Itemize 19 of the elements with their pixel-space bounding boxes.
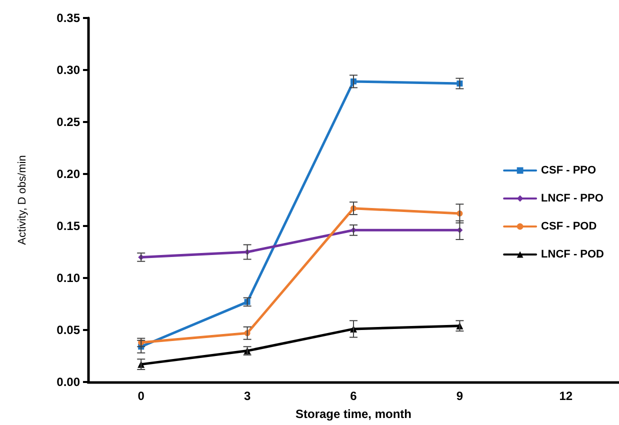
legend-label: LNCF - PPO [541,192,604,204]
x-tick-label: 6 [350,389,358,403]
y-tick-label: 0.05 [56,323,80,337]
x-tick-label: 3 [244,389,251,403]
y-tick-label: 0.35 [56,11,80,25]
legend-label: LNCF - POD [541,248,604,260]
legend-label: CSF - POD [541,220,597,232]
x-tick-label: 12 [559,389,573,403]
y-tick-label: 0.10 [56,271,80,285]
y-tick-label: 0.30 [56,63,80,77]
y-tick-label: 0.00 [56,375,80,389]
y-tick-label: 0.25 [56,115,80,129]
y-tick-label: 0.20 [56,167,80,181]
x-tick-label: 9 [456,389,464,403]
x-tick-label: 0 [138,389,145,403]
y-axis-title: Activity, D obs/min [16,155,28,245]
x-axis-title: Storage time, month [295,407,412,421]
legend-label: CSF - PPO [541,164,597,176]
y-tick-label: 0.15 [56,219,80,233]
